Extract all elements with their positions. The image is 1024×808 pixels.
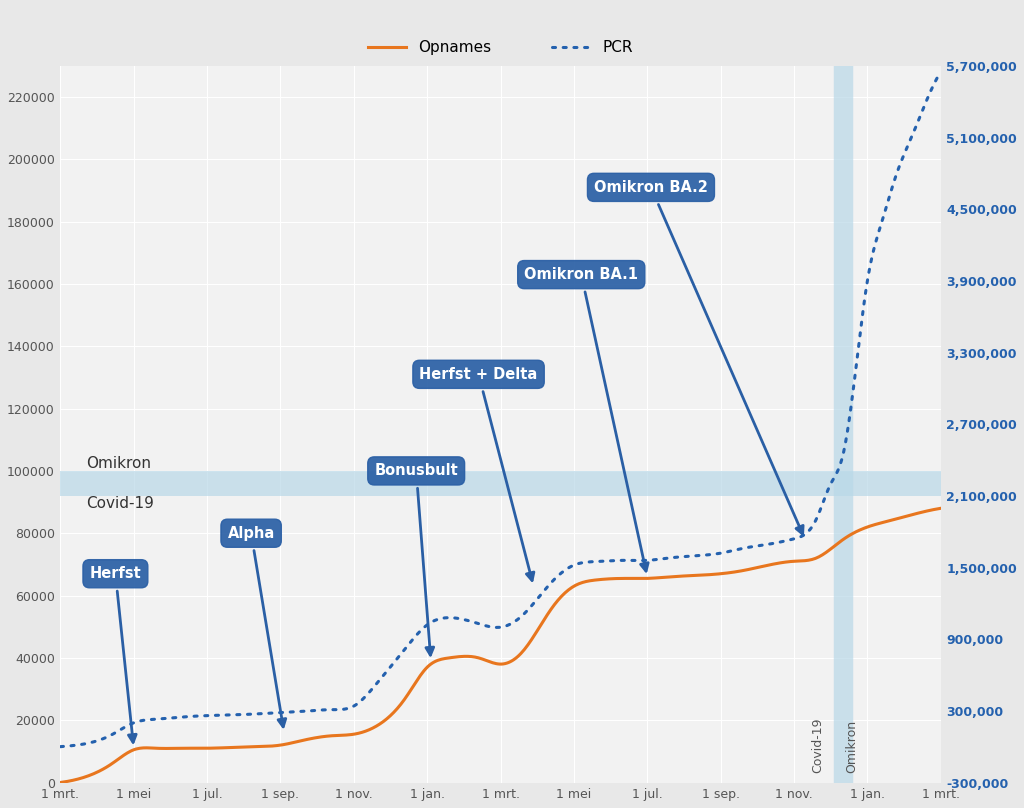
Text: Herfst: Herfst xyxy=(89,566,141,743)
Text: Covid-19: Covid-19 xyxy=(811,718,824,773)
Text: Omikron BA.1: Omikron BA.1 xyxy=(524,267,648,571)
Text: Herfst + Delta: Herfst + Delta xyxy=(420,367,538,580)
Text: Bonusbult: Bonusbult xyxy=(375,464,458,655)
Text: Omikron: Omikron xyxy=(86,456,152,471)
Legend: Opnames, PCR: Opnames, PCR xyxy=(361,34,639,61)
Text: Covid-19: Covid-19 xyxy=(86,496,154,511)
Text: Alpha: Alpha xyxy=(227,526,286,727)
Text: Omikron: Omikron xyxy=(846,720,858,773)
Text: Omikron BA.2: Omikron BA.2 xyxy=(594,180,803,534)
